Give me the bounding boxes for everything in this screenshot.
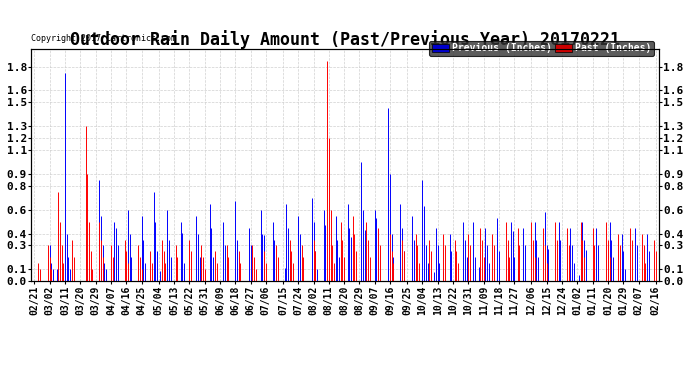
Legend: Previous (Inches), Past (Inches): Previous (Inches), Past (Inches) — [429, 41, 654, 56]
Text: Copyright 2017 Cartronics.com: Copyright 2017 Cartronics.com — [31, 34, 176, 43]
Title: Outdoor Rain Daily Amount (Past/Previous Year) 20170221: Outdoor Rain Daily Amount (Past/Previous… — [70, 30, 620, 49]
